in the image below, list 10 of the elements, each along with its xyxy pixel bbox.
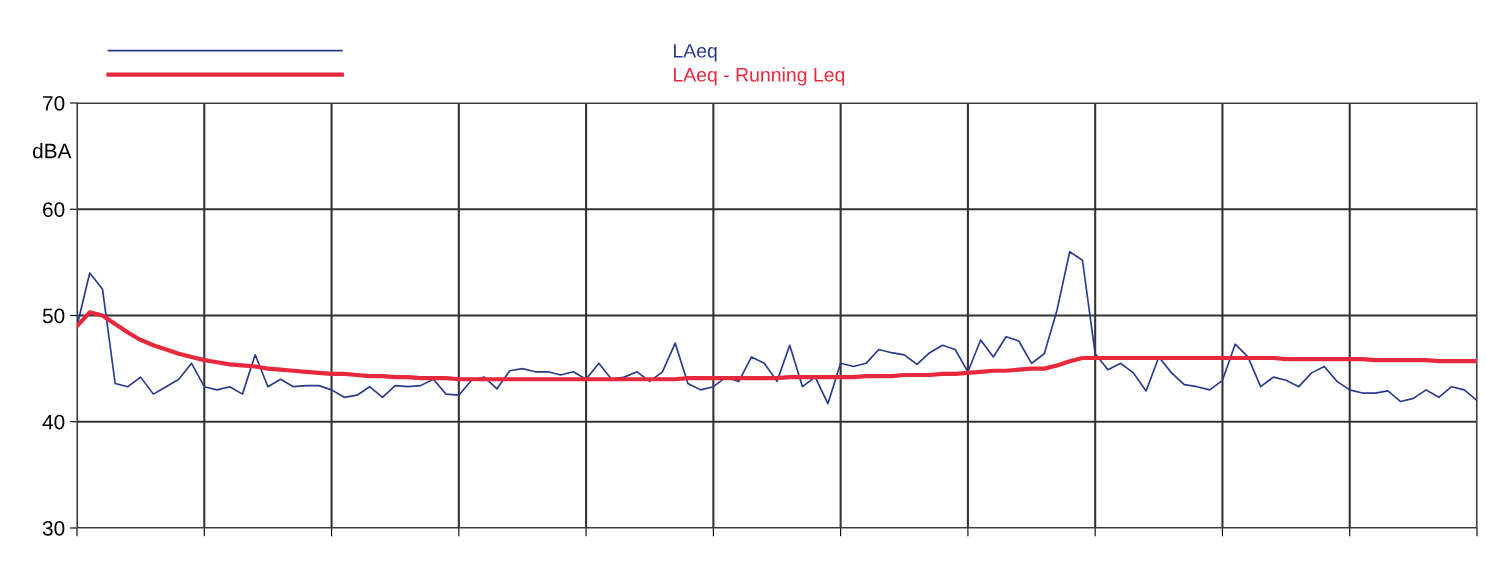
line-series	[77, 250, 1477, 405]
text: LAeq	[673, 44, 717, 62]
y-tick-label: 30	[42, 521, 65, 536]
text: LAeq - Running Leq	[673, 67, 845, 86]
y-tick-label: 70	[43, 96, 65, 111]
y-axis-title: dBA	[32, 143, 72, 159]
y-tick-label: 40	[42, 414, 65, 430]
y-tick-label: 50	[42, 308, 65, 324]
y-tick-label: 60	[43, 202, 65, 217]
line-series	[77, 310, 1477, 382]
